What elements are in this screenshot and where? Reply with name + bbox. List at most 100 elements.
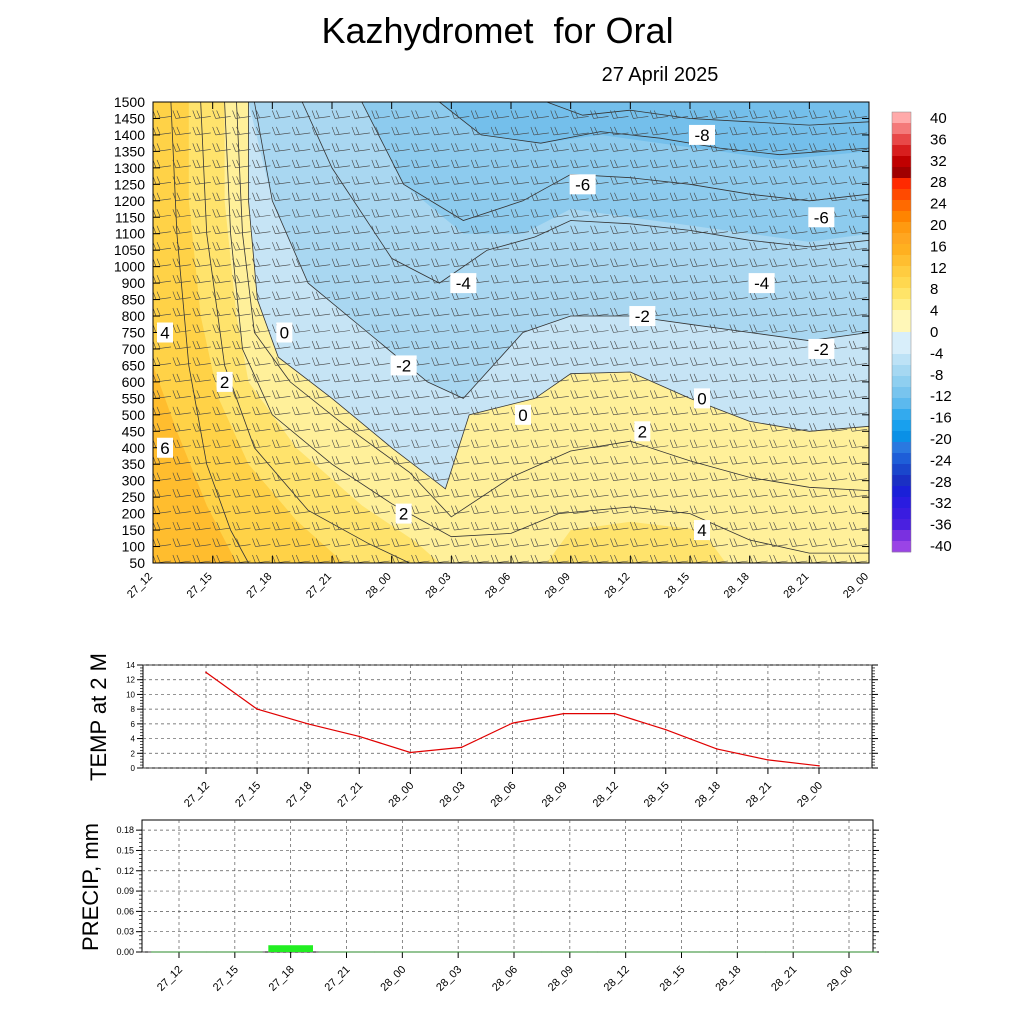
wind-barb-flag [295,538,300,546]
x-tick-label: 28_00 [378,964,408,994]
wind-barb-flag [216,423,220,431]
wind-barb-flag [709,225,714,234]
wind-barb-flag [514,373,519,382]
wind-barb-flag [216,406,220,414]
wind-barb-flag [514,126,519,135]
wind-barb-shaft [175,363,191,366]
wind-barb-flag [252,521,256,531]
wind-barb-flag [793,324,797,332]
wind-barb-flag [550,554,555,563]
wind-barb-shaft [673,379,689,383]
wind-barb-shaft [712,247,728,251]
wind-barb-flag [311,423,316,432]
wind-barb-flag [470,439,475,448]
wind-barb-flag [196,521,201,530]
wind-barb-shaft [394,313,410,317]
wind-barb-flag [614,126,618,135]
wind-barb-shaft [235,330,251,333]
wind-barb-shaft [195,297,211,300]
wind-barb-flag [411,225,415,234]
wind-barb-flag [311,390,316,399]
y-tick-label: 500 [122,407,146,423]
wind-barb-flag [590,225,594,234]
wind-barb-flag [272,340,276,350]
wind-barb-flag [411,538,415,547]
wind-barb-flag [371,538,376,547]
wind-barb-flag [590,373,594,382]
wind-barb-shaft [533,428,549,432]
wind-barb-shaft [414,280,430,284]
wind-barb-flag [176,274,181,283]
wind-barb-shaft [513,165,530,169]
wind-barb-shaft [494,379,510,383]
wind-barb-flag [315,340,320,349]
wind-barb-flag [252,143,256,152]
wind-barb-flag [733,390,738,398]
wind-barb-flag [415,242,419,250]
wind-barb-flag [610,456,614,465]
y-tick-label: 8 [131,705,136,714]
wind-barb-shaft [812,149,828,152]
wind-barb-shaft [772,412,788,416]
wind-barb-flag [614,340,618,349]
wind-barb-shaft [712,198,728,202]
wind-barb-flag [594,373,598,382]
wind-barb-flag [729,340,734,350]
wind-barb-flag [236,357,240,365]
wind-barb-flag [391,258,395,267]
wind-barb-flag [614,225,618,233]
wind-barb-flag [709,275,714,284]
wind-barb-flag [470,554,475,563]
wind-barb-flag [176,143,181,151]
wind-barb-flag [614,274,618,283]
wind-barb-flag [470,159,475,168]
wind-barb-flag [769,225,773,234]
wind-barb-flag [192,373,197,382]
wind-barb-flag [534,143,539,151]
wind-barb-flag [610,324,614,333]
wind-barb-flag [534,324,539,332]
wind-barb-shaft [653,264,669,267]
wind-barb-flag [574,225,578,233]
wind-barb-shaft [394,461,410,465]
wind-barb-flag [212,456,216,465]
wind-barb-flag [514,274,519,283]
wind-barb-flag [455,176,459,184]
wind-barb-flag [331,521,336,531]
y-tick-label: 1050 [114,242,145,258]
wind-barb-flag [848,307,853,317]
x-tick-label: 28_06 [483,571,513,601]
wind-barb-flag [391,324,395,333]
wind-barb-shaft [752,149,768,152]
wind-barb-shaft [533,379,549,383]
x-tick-label: 28_03 [434,964,464,994]
wind-barb-flag [550,192,555,201]
wind-barb-flag [156,554,161,563]
wind-barb-flag [610,159,614,168]
wind-barb-flag [415,159,419,167]
wind-barb-flag [689,340,694,350]
wind-barb-flag [669,176,674,185]
wind-barb-flag [335,538,340,546]
wind-barb-flag [315,291,320,299]
wind-barb-flag [355,324,360,332]
wind-barb-flag [395,209,399,217]
wind-barb-flag [411,554,415,563]
wind-barb-flag [594,439,598,447]
wind-barb-shaft [673,363,689,366]
wind-barb-flag [614,110,618,118]
wind-barb-shaft [673,478,689,481]
wind-barb-flag [789,126,793,136]
wind-barb-flag [812,102,813,103]
wind-barb-flag [689,258,694,267]
colorbar-label: 8 [930,281,938,298]
wind-barb-flag [331,357,336,366]
wind-barb-flag [411,505,415,514]
wind-barb-shaft [772,264,788,267]
wind-barb-shaft [434,346,450,350]
wind-barb-flag [848,225,853,234]
wind-barb-flag [470,209,475,218]
wind-barb-flag [789,439,793,448]
wind-barb-flag [809,110,813,119]
wind-barb-flag [689,209,694,218]
